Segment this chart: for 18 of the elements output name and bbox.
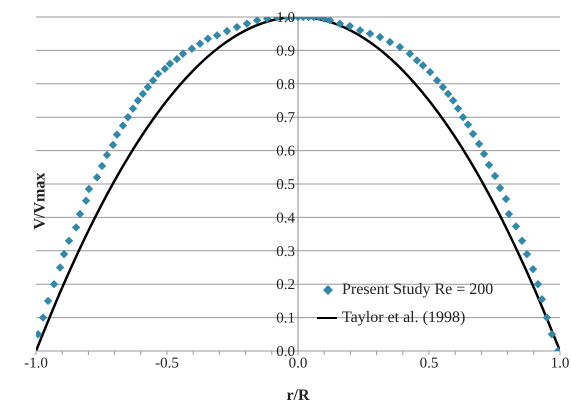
y-tick-label: 0.7: [276, 110, 296, 126]
x-axis-title: r/R: [286, 387, 310, 404]
y-tick-label: 0.5: [276, 177, 295, 193]
x-tick-label: 0.5: [420, 356, 438, 372]
x-tick-label: 1.0: [550, 356, 570, 372]
legend-label: Taylor et al. (1998): [342, 308, 466, 328]
y-tick-label: 0.9: [276, 43, 295, 60]
y-axis-title: V/Vmax: [31, 172, 50, 230]
y-tick-label: 0.3: [276, 244, 295, 260]
x-tick-label: -1.0: [24, 356, 48, 372]
x-tick-label: 0.0: [288, 356, 308, 372]
x-tick-label: -0.5: [155, 356, 179, 372]
y-tick-label: 0.6: [276, 144, 296, 160]
y-tick-label: 0.1: [276, 310, 295, 327]
y-tick-label: 0.2: [276, 277, 295, 294]
legend-label: Present Study Re = 200: [342, 280, 494, 300]
y-tick-label: 0.8: [276, 76, 295, 93]
y-tick-label: 0.4: [276, 210, 296, 226]
